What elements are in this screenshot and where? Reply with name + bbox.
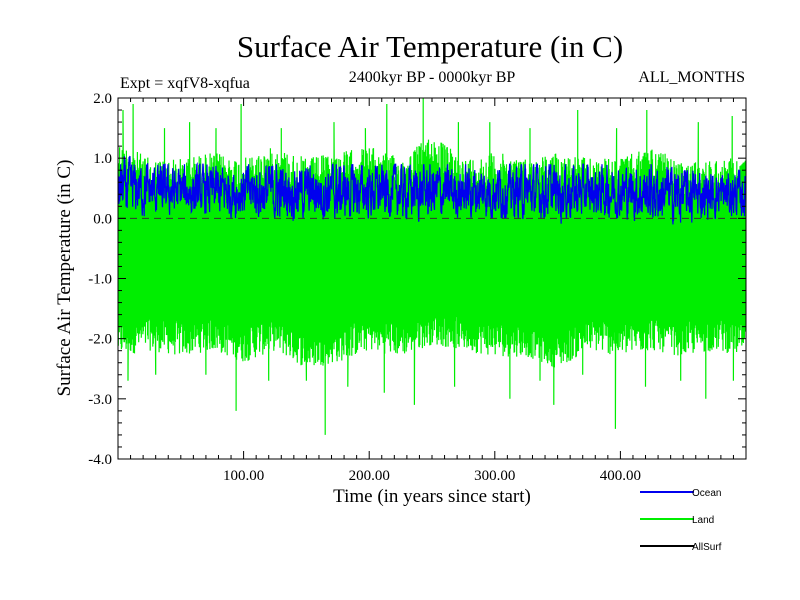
series-land-line — [118, 98, 746, 435]
x-tick-label: 300.00 — [474, 468, 515, 484]
y-axis: -4.0 -3.0 -2.0 -1.0 0.0 1.0 2.0 — [88, 91, 746, 468]
legend-label-allsurf: AllSurf — [692, 542, 722, 553]
x-tick-label: 200.00 — [349, 468, 390, 484]
months-label: ALL_MONTHS — [638, 69, 745, 86]
y-tick-label: -1.0 — [88, 272, 112, 288]
y-tick-label: -2.0 — [88, 332, 112, 348]
y-tick-label: -3.0 — [88, 392, 112, 408]
y-tick-label: 2.0 — [93, 91, 112, 107]
x-tick-label: 400.00 — [600, 468, 641, 484]
series-ocean-line — [118, 155, 746, 225]
y-tick-label: 0.0 — [93, 211, 112, 227]
chart-title: Surface Air Temperature (in C) — [237, 29, 623, 64]
y-axis-label: Surface Air Temperature (in C) — [54, 160, 75, 397]
y-tick-label: -4.0 — [88, 452, 112, 468]
expt-label: Expt = xqfV8-xqfua — [120, 75, 250, 92]
x-axis: 100.00 200.00 300.00 400.00 — [130, 98, 734, 484]
chart-subtitle: 2400kyr BP - 0000kyr BP — [349, 69, 516, 86]
y-tick-label: 1.0 — [93, 151, 112, 167]
plot-area — [118, 98, 746, 435]
x-axis-label: Time (in years since start) — [333, 486, 531, 507]
legend-label-ocean: Ocean — [692, 488, 721, 499]
legend: Ocean Land AllSurf — [640, 488, 722, 553]
legend-label-land: Land — [692, 515, 714, 526]
x-tick-label: 100.00 — [223, 468, 264, 484]
